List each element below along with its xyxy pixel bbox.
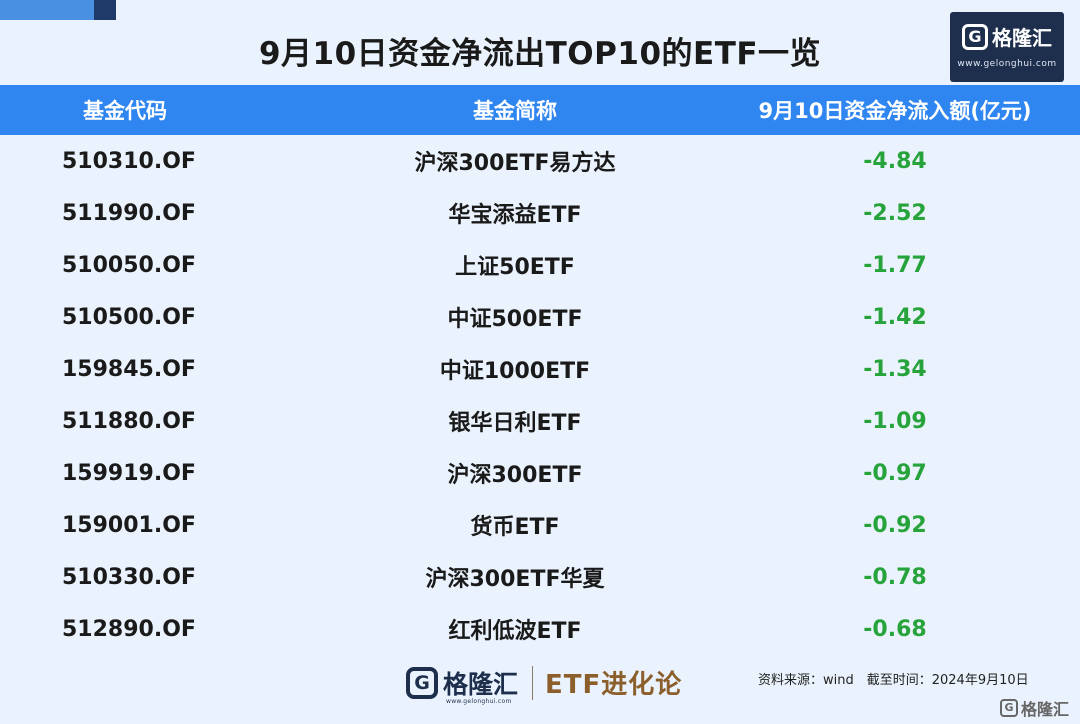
footer-brand: G 格隆汇 www.gelonghui.com ETF进化论: [406, 664, 683, 705]
fund-code: 510310.OF: [62, 148, 196, 174]
fund-code: 159919.OF: [62, 460, 196, 486]
net-inflow-value: -1.34: [863, 356, 927, 382]
corner-watermark: G 格隆汇: [1000, 696, 1069, 720]
net-inflow-value: -0.97: [863, 460, 927, 486]
footer-brand-url: www.gelonghui.com: [446, 698, 512, 705]
table-row: 511880.OF 银华日利ETF -1.09: [0, 395, 1080, 447]
fund-code: 510050.OF: [62, 252, 196, 278]
g-logo-icon: G: [406, 666, 438, 699]
fund-code: 511880.OF: [62, 408, 196, 434]
net-inflow-value: -4.84: [863, 148, 927, 174]
top-left-decoration: [0, 0, 116, 20]
table-row: 159919.OF 沪深300ETF -0.97: [0, 447, 1080, 499]
header-fund-code: 基金代码: [83, 99, 167, 123]
fund-code: 510500.OF: [62, 304, 196, 330]
fund-code: 510330.OF: [62, 564, 196, 590]
fund-name: 中证500ETF: [447, 307, 583, 332]
page-title: 9月10日资金净流出TOP10的ETF一览: [258, 36, 822, 72]
brand-logo: G 格隆汇 www.gelonghui.com: [950, 12, 1064, 82]
g-logo-icon: G: [962, 23, 988, 50]
decoration-navy-bar: [94, 0, 116, 20]
net-inflow-value: -0.92: [863, 512, 927, 538]
footer-brand-name: 格隆汇: [443, 669, 519, 699]
net-inflow-value: -1.09: [863, 408, 927, 434]
table-row: 510330.OF 沪深300ETF华夏 -0.78: [0, 551, 1080, 603]
fund-name: 银华日利ETF: [448, 411, 582, 436]
data-source-note: 资料来源：wind 截至时间：2024年9月10日: [758, 673, 1029, 688]
net-inflow-value: -1.42: [863, 304, 927, 330]
fund-name: 中证1000ETF: [439, 359, 591, 384]
table-row: 512890.OF 红利低波ETF -0.68: [0, 603, 1080, 655]
table-row: 510310.OF 沪深300ETF易方达 -4.84: [0, 135, 1080, 187]
g-logo-icon: G: [1000, 699, 1018, 717]
brand-logo-main: G 格隆汇: [950, 22, 1064, 51]
fund-code: 159845.OF: [62, 356, 196, 382]
header-fund-name: 基金简称: [473, 99, 557, 123]
fund-name: 红利低波ETF: [448, 619, 582, 644]
footer-series-name: ETF进化论: [545, 670, 683, 700]
fund-name: 货币ETF: [470, 515, 560, 540]
footer-divider: [532, 665, 534, 700]
fund-name: 沪深300ETF华夏: [425, 567, 605, 592]
table-row: 511990.OF 华宝添益ETF -2.52: [0, 187, 1080, 239]
net-inflow-value: -0.78: [863, 564, 927, 590]
net-inflow-value: -0.68: [863, 616, 927, 642]
table-row: 510050.OF 上证50ETF -1.77: [0, 239, 1080, 291]
net-inflow-value: -1.77: [863, 252, 927, 278]
fund-name: 沪深300ETF: [447, 463, 583, 488]
table-header: 基金代码 基金简称 9月10日资金净流入额(亿元): [0, 85, 1080, 135]
net-inflow-value: -2.52: [863, 200, 927, 226]
fund-name: 上证50ETF: [455, 255, 575, 280]
watermark-brand-name: 格隆汇: [1021, 700, 1070, 719]
decoration-blue-bar: [0, 0, 94, 20]
brand-url: www.gelonghui.com: [957, 59, 1057, 69]
brand-name: 格隆汇: [992, 26, 1052, 50]
table-body: 510310.OF 沪深300ETF易方达 -4.84 511990.OF 华宝…: [0, 135, 1080, 655]
fund-name: 华宝添益ETF: [448, 203, 582, 228]
fund-code: 159001.OF: [62, 512, 196, 538]
header-net-inflow: 9月10日资金净流入额(亿元): [758, 99, 1032, 123]
table-row: 159845.OF 中证1000ETF -1.34: [0, 343, 1080, 395]
fund-code: 511990.OF: [62, 200, 196, 226]
fund-name: 沪深300ETF易方达: [414, 151, 616, 176]
table-row: 159001.OF 货币ETF -0.92: [0, 499, 1080, 551]
fund-code: 512890.OF: [62, 616, 196, 642]
table-row: 510500.OF 中证500ETF -1.42: [0, 291, 1080, 343]
